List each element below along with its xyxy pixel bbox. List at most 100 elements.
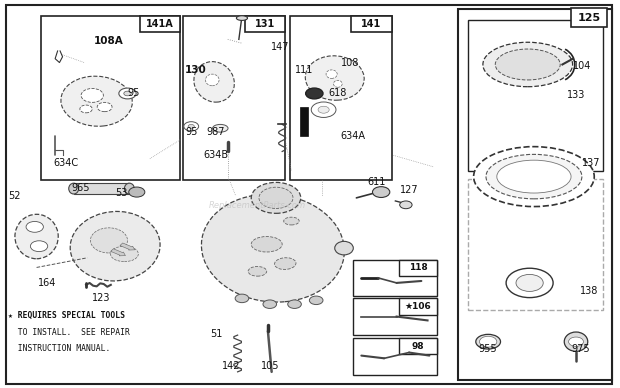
- Ellipse shape: [61, 76, 132, 126]
- Bar: [467, 178, 603, 310]
- Circle shape: [506, 268, 553, 298]
- Ellipse shape: [69, 183, 79, 194]
- Ellipse shape: [305, 56, 364, 100]
- Circle shape: [97, 102, 112, 112]
- Ellipse shape: [213, 125, 228, 132]
- Ellipse shape: [205, 74, 219, 86]
- Ellipse shape: [326, 70, 337, 78]
- Ellipse shape: [91, 228, 128, 253]
- Text: TO INSTALL.  SEE REPAIR: TO INSTALL. SEE REPAIR: [8, 328, 130, 337]
- Bar: [353, 298, 437, 335]
- Ellipse shape: [284, 217, 299, 225]
- Text: 95: 95: [128, 88, 140, 99]
- Ellipse shape: [259, 187, 293, 208]
- Ellipse shape: [334, 80, 342, 87]
- Text: 611: 611: [368, 177, 386, 187]
- Text: 955: 955: [479, 345, 497, 354]
- Circle shape: [80, 105, 92, 113]
- FancyArrow shape: [111, 249, 125, 256]
- Ellipse shape: [474, 147, 594, 206]
- Bar: [352, 16, 392, 32]
- Bar: [571, 9, 607, 27]
- Text: 164: 164: [38, 278, 56, 288]
- Ellipse shape: [236, 16, 247, 21]
- Text: 634A: 634A: [341, 131, 366, 141]
- Text: 130: 130: [185, 65, 207, 75]
- Text: 634C: 634C: [53, 158, 78, 168]
- Circle shape: [479, 336, 497, 347]
- Circle shape: [263, 300, 277, 308]
- Text: 137: 137: [582, 158, 600, 168]
- Text: 965: 965: [72, 183, 91, 193]
- Text: 108A: 108A: [94, 36, 124, 46]
- Circle shape: [129, 187, 145, 197]
- Text: 51: 51: [210, 329, 222, 339]
- Ellipse shape: [476, 334, 500, 349]
- Circle shape: [288, 300, 301, 308]
- Text: ★106: ★106: [405, 302, 432, 311]
- Ellipse shape: [110, 246, 138, 262]
- Ellipse shape: [483, 42, 573, 87]
- Bar: [467, 20, 603, 171]
- Text: 118: 118: [409, 263, 427, 272]
- Text: 95: 95: [185, 127, 197, 137]
- Text: 634B: 634B: [203, 150, 229, 160]
- Text: 138: 138: [580, 286, 599, 296]
- Ellipse shape: [125, 183, 135, 194]
- Ellipse shape: [70, 211, 160, 281]
- Text: INSTRUCTION MANUAL.: INSTRUCTION MANUAL.: [8, 343, 110, 353]
- Text: 141: 141: [361, 19, 382, 29]
- Text: 105: 105: [260, 361, 279, 371]
- Ellipse shape: [194, 62, 234, 102]
- Ellipse shape: [248, 267, 267, 276]
- Bar: [245, 16, 285, 32]
- Bar: [41, 16, 180, 180]
- Text: 147: 147: [271, 42, 290, 52]
- Ellipse shape: [564, 332, 588, 352]
- Ellipse shape: [15, 214, 58, 259]
- Circle shape: [373, 187, 390, 197]
- Ellipse shape: [202, 194, 344, 302]
- Bar: [399, 338, 437, 355]
- Bar: [300, 107, 308, 136]
- Ellipse shape: [251, 237, 282, 252]
- Circle shape: [124, 91, 131, 96]
- Text: 133: 133: [567, 90, 585, 100]
- Circle shape: [81, 88, 104, 102]
- Text: 53: 53: [115, 188, 128, 198]
- Circle shape: [318, 106, 329, 113]
- Ellipse shape: [495, 49, 560, 80]
- Text: ★ REQUIRES SPECIAL TOOLS: ★ REQUIRES SPECIAL TOOLS: [8, 311, 125, 320]
- Bar: [353, 338, 437, 375]
- Text: 123: 123: [92, 293, 111, 303]
- Circle shape: [516, 274, 543, 291]
- Circle shape: [188, 125, 194, 128]
- Text: ReplacementParts.com: ReplacementParts.com: [209, 201, 306, 210]
- Circle shape: [400, 201, 412, 209]
- Text: 125: 125: [577, 13, 601, 23]
- Bar: [458, 9, 612, 380]
- Bar: [399, 260, 437, 276]
- Text: 127: 127: [400, 185, 419, 195]
- Circle shape: [26, 222, 43, 232]
- Bar: [183, 16, 285, 180]
- Text: 142: 142: [222, 361, 241, 371]
- Text: 987: 987: [206, 127, 225, 137]
- Ellipse shape: [275, 258, 296, 269]
- FancyArrow shape: [120, 243, 135, 250]
- Text: 131: 131: [255, 19, 275, 29]
- Bar: [290, 16, 392, 180]
- Text: 111: 111: [294, 65, 313, 75]
- Text: 975: 975: [571, 345, 590, 354]
- Text: 108: 108: [341, 57, 360, 68]
- Ellipse shape: [486, 154, 582, 199]
- Ellipse shape: [335, 241, 353, 255]
- Circle shape: [119, 88, 136, 99]
- Text: 52: 52: [8, 191, 20, 201]
- Circle shape: [311, 102, 336, 118]
- Circle shape: [235, 294, 249, 303]
- Bar: [74, 183, 130, 194]
- Bar: [140, 16, 180, 32]
- Bar: [399, 298, 437, 315]
- Text: 618: 618: [329, 88, 347, 99]
